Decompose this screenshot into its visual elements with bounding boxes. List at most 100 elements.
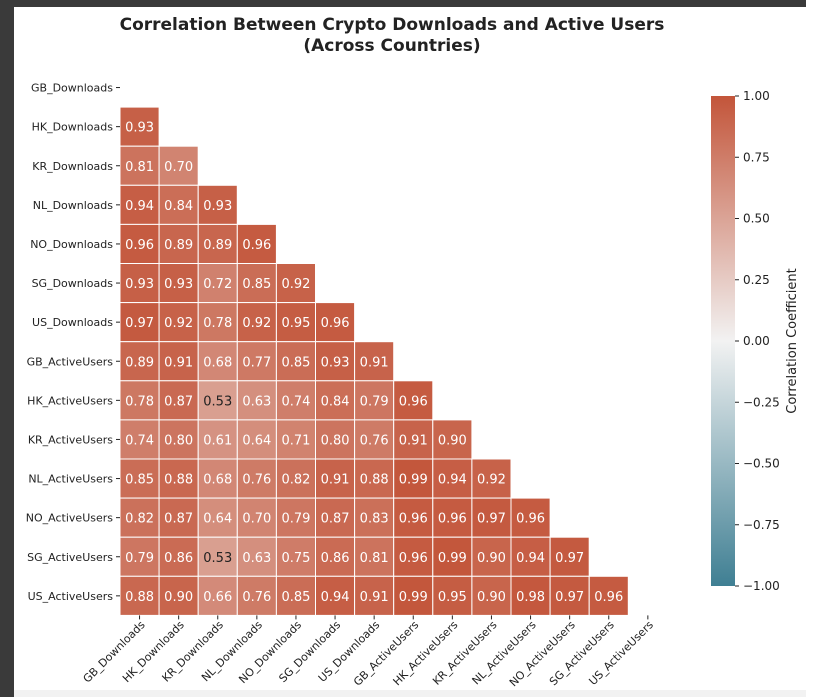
cell-value-label: 0.86 [164,551,193,566]
heatmap-cell [119,380,160,421]
y-tick-label: HK_ActiveUsers [27,394,113,407]
cell-value-label: 0.82 [125,512,154,527]
cell-value-label: 0.94 [321,590,350,605]
cell-value-label: 0.90 [438,433,467,448]
y-tick-label: GB_Downloads [31,82,113,95]
heatmap-cell [354,419,395,460]
heatmap-cell [510,575,551,616]
cell-value-label: 0.92 [477,473,506,488]
cell-value-label: 0.97 [477,512,506,527]
colorbar-label: Correlation Coefficient [785,268,800,414]
colorbar-tick-label: 1.00 [743,89,770,103]
heatmap-cell [275,263,316,304]
cell-value-label: 0.97 [125,316,154,331]
heatmap-cell [354,341,395,382]
y-tick-label: KR_ActiveUsers [28,433,113,446]
cell-value-label: 0.96 [321,316,350,331]
heatmap-cell [275,497,316,538]
cell-value-label: 0.83 [360,512,389,527]
cell-value-label: 0.97 [555,551,584,566]
heatmap-cell [275,458,316,499]
cell-value-label: 0.96 [516,512,545,527]
cell-value-label: 0.91 [164,355,193,370]
cell-value-label: 0.68 [203,355,232,370]
cell-value-label: 0.53 [203,394,232,409]
cell-value-label: 0.85 [242,277,271,292]
heatmap-cell [236,536,277,577]
heatmap-cell [158,419,199,460]
cell-value-label: 0.64 [203,512,232,527]
cell-value-label: 0.80 [164,433,193,448]
cell-value-label: 0.91 [360,590,389,605]
cell-value-label: 0.99 [399,473,428,488]
x-tick-label: NO_ActiveUsers [507,618,578,689]
cell-value-label: 0.61 [203,433,232,448]
heatmap-cell [354,380,395,421]
cell-value-label: 0.91 [321,473,350,488]
cell-value-label: 0.88 [360,473,389,488]
cell-value-label: 0.53 [203,551,232,566]
heatmap-cell [119,106,160,147]
cell-value-label: 0.76 [242,473,271,488]
heatmap-cell [236,575,277,616]
cell-value-label: 0.85 [281,355,310,370]
cell-value-label: 0.96 [438,512,467,527]
heatmap-cell [393,419,434,460]
heatmap-cell [197,458,238,499]
heatmap-cell [119,223,160,264]
cell-value-label: 0.64 [242,433,271,448]
heatmap-cell [197,184,238,225]
cell-value-label: 0.96 [399,512,428,527]
cell-value-label: 0.96 [399,551,428,566]
cell-value-label: 0.79 [360,394,389,409]
x-axis: GB_DownloadsHK_DownloadsKR_DownloadsNL_D… [81,615,656,689]
heatmap-cell [275,575,316,616]
cell-value-label: 0.85 [281,590,310,605]
cell-value-label: 0.93 [164,277,193,292]
heatmap-cell [549,536,590,577]
y-tick-label: KR_Downloads [32,160,113,173]
colorbar-gradient [711,96,735,586]
cell-value-label: 0.66 [203,590,232,605]
cell-value-label: 0.96 [242,238,271,253]
heatmap-cell [354,497,395,538]
cell-value-label: 0.93 [125,121,154,136]
cell-value-label: 0.87 [164,394,193,409]
heatmap-cell [119,536,160,577]
y-tick-label: GB_ActiveUsers [27,355,114,368]
heatmap-cell [432,575,473,616]
cell-value-label: 0.85 [125,473,154,488]
colorbar-tick-label: −1.00 [743,579,780,593]
cell-value-label: 0.95 [281,316,310,331]
heatmap-cell [158,302,199,343]
heatmap-cell [275,536,316,577]
cell-value-label: 0.99 [438,551,467,566]
cell-value-label: 0.95 [438,590,467,605]
cell-value-label: 0.63 [242,551,271,566]
colorbar-tick-label: 0.50 [743,212,770,226]
cell-value-label: 0.86 [321,551,350,566]
cell-value-label: 0.89 [164,238,193,253]
colorbar-tick-label: −0.50 [743,457,780,471]
chart-title: Correlation Between Crypto Downloads and… [120,15,665,35]
heatmap-cell [119,419,160,460]
cell-value-label: 0.76 [360,433,389,448]
heatmap-cell [275,302,316,343]
colorbar-tick-label: −0.75 [743,518,780,532]
window-frame-right [806,0,814,697]
heatmap-cell [315,380,356,421]
heatmap-cell [119,341,160,382]
heatmap-cell [158,497,199,538]
cell-value-label: 0.84 [321,394,350,409]
heatmap-cell [315,419,356,460]
heatmap-cell [275,380,316,421]
cell-value-label: 0.88 [125,590,154,605]
heatmap-cell [471,575,512,616]
heatmap-cell [588,575,629,616]
cell-value-label: 0.89 [125,355,154,370]
cell-value-label: 0.93 [125,277,154,292]
heatmap-cell [432,536,473,577]
heatmap-cell [236,263,277,304]
heatmap-cell [119,184,160,225]
y-tick-label: NL_Downloads [33,199,114,212]
